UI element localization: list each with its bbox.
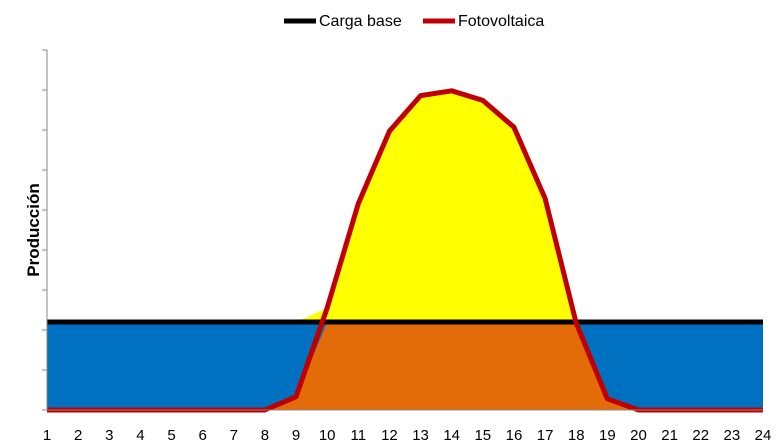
x-tick-label: 10: [319, 427, 336, 440]
x-tick-label: 13: [412, 427, 429, 440]
x-tick-label: 2: [74, 427, 82, 440]
x-tick-label: 15: [474, 427, 491, 440]
x-tick-label: 8: [261, 427, 269, 440]
x-tick-label: 12: [381, 427, 398, 440]
areas: [47, 90, 763, 410]
legend: Carga base Fotovoltaica: [284, 13, 544, 30]
surplus-area: [47, 90, 763, 322]
x-tick-label: 24: [755, 427, 772, 440]
legend-label-carga-base: Carga base: [319, 13, 402, 30]
x-tick-label: 9: [292, 427, 300, 440]
x-tick-label: 23: [724, 427, 741, 440]
x-tick-label: 3: [105, 427, 113, 440]
x-tick-label: 18: [568, 427, 585, 440]
legend-label-fotovoltaica: Fotovoltaica: [458, 13, 544, 30]
x-tick-label: 21: [661, 427, 678, 440]
x-tick-label: 11: [351, 427, 367, 440]
axes: [42, 49, 763, 411]
x-tick-label: 7: [230, 427, 238, 440]
x-tick-label: 6: [198, 427, 206, 440]
x-tick-label: 17: [537, 427, 554, 440]
y-axis-label: Producción: [24, 183, 43, 277]
x-tick-label: 20: [630, 427, 647, 440]
x-tick-label: 16: [506, 427, 523, 440]
x-tick-label: 14: [443, 427, 460, 440]
x-tick-label: 5: [167, 427, 175, 440]
x-tick-label: 4: [136, 427, 144, 440]
x-tick-label: 19: [599, 427, 616, 440]
x-tick-label: 1: [43, 427, 51, 440]
x-tick-labels: 1 2 3 4 5 6 7 8 9 10 11 12 13 14 15 16 17 18 19 20 21 22 23 24: [43, 427, 772, 440]
x-tick-label: 22: [692, 427, 709, 440]
